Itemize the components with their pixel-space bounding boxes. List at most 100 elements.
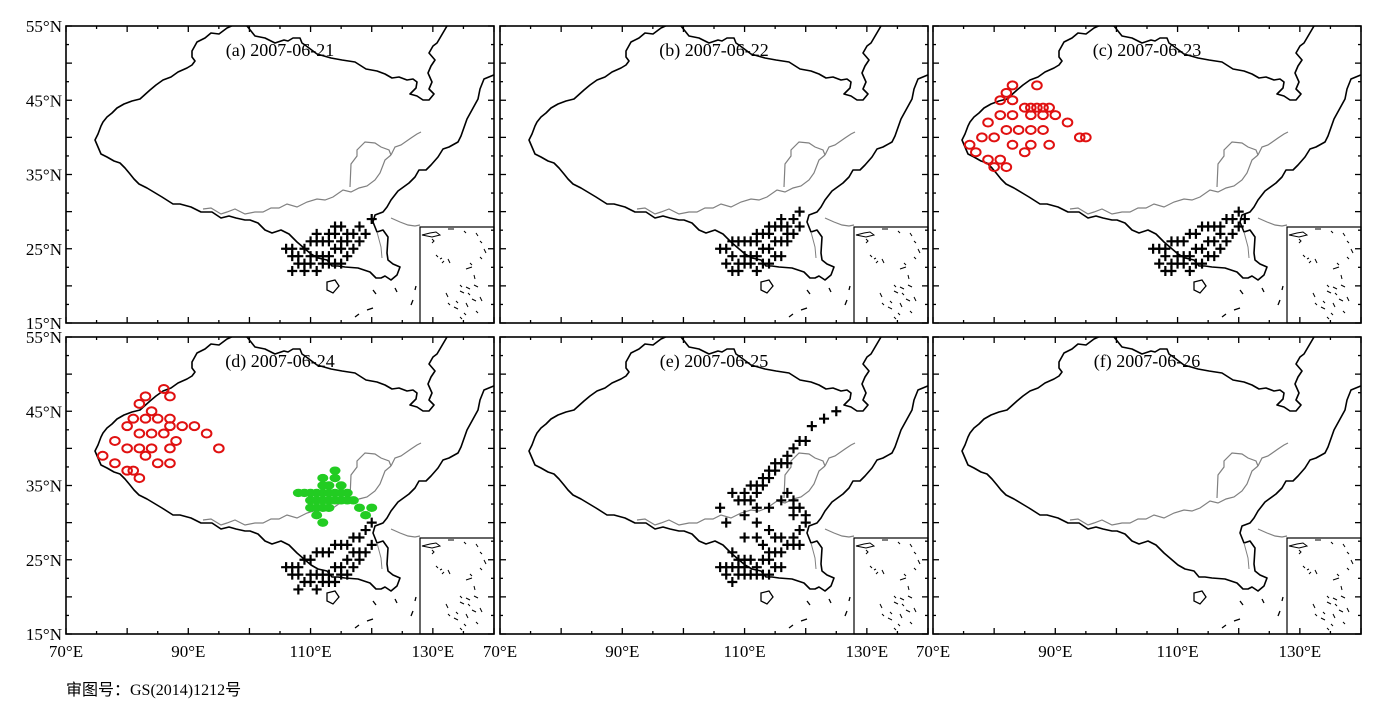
plus-marker [745, 554, 756, 565]
panel-title: (a) 2007-06-21 [226, 40, 334, 61]
plus-marker [764, 228, 775, 239]
plus-marker [806, 421, 817, 432]
dot-marker [317, 473, 329, 483]
plus-marker [721, 243, 732, 254]
plus-marker [1166, 266, 1177, 277]
south-china-sea-inset [1286, 226, 1362, 324]
circle-marker [158, 428, 170, 439]
lon-tick-label: 70°E [49, 642, 83, 661]
map-approval-note: 审图号：GS(2014)1212号 [66, 682, 242, 699]
plus-marker [1154, 258, 1165, 269]
plus-marker [819, 413, 830, 424]
circle-marker [970, 147, 982, 158]
circle-marker [982, 154, 994, 165]
plus-marker [745, 258, 756, 269]
plus-marker [1184, 266, 1195, 277]
circle-marker [164, 421, 176, 432]
panel-title: (e) 2007-06-25 [660, 351, 768, 372]
circle-marker [1006, 95, 1019, 106]
plus-series [715, 206, 805, 277]
panel-d: (d) 2007-06-24 [65, 336, 495, 635]
plus-marker [776, 562, 787, 573]
plus-marker [727, 487, 738, 498]
plus-marker [354, 554, 365, 565]
lat-tick-label: 55°N [26, 328, 62, 347]
plus-marker [776, 251, 787, 262]
plus-marker [739, 510, 750, 521]
plus-series [281, 214, 377, 277]
circle-marker [1043, 102, 1055, 113]
plus-marker [342, 236, 353, 247]
plus-marker [1233, 206, 1244, 217]
plus-marker [1227, 214, 1238, 225]
circle-marker [994, 110, 1007, 121]
dot-marker [335, 481, 347, 490]
panel-b: (b) 2007-06-22 [499, 25, 929, 324]
circle-marker [213, 443, 225, 454]
plus-marker [727, 577, 738, 588]
plus-marker [299, 266, 310, 277]
circle-marker [1000, 124, 1013, 135]
panel-title: (c) 2007-06-23 [1093, 40, 1201, 61]
tick-marks [65, 336, 495, 635]
plus-marker [745, 495, 756, 506]
lat-tick-label: 45°N [26, 402, 62, 421]
plus-marker [342, 554, 353, 565]
plus-marker [1209, 236, 1220, 247]
circle-marker [109, 435, 121, 446]
plus-marker [1221, 236, 1232, 247]
dot-marker [341, 488, 353, 498]
plus-marker [1178, 236, 1189, 247]
plus-marker [366, 517, 377, 528]
tick-marks [499, 336, 929, 635]
plus-marker [721, 258, 732, 269]
plus-marker [305, 258, 316, 269]
tick-marks [499, 25, 929, 324]
circle-marker [164, 443, 176, 454]
dot-marker [317, 481, 329, 490]
plus-marker [739, 532, 750, 543]
plus-marker [354, 221, 365, 232]
lon-tick-label: 130°E [1279, 642, 1322, 661]
circle-marker [133, 473, 146, 484]
plus-marker [1227, 228, 1238, 239]
dot-marker [323, 503, 335, 512]
plus-marker [764, 554, 775, 565]
plus-marker [794, 221, 805, 232]
circle-marker [121, 465, 133, 476]
plus-marker [751, 251, 762, 262]
circle-marker [982, 117, 994, 128]
circle-marker [127, 465, 140, 476]
circle-marker [164, 391, 176, 402]
lon-tick-label: 70°E [916, 642, 950, 661]
plus-marker [764, 569, 775, 580]
dot-series [292, 466, 378, 527]
circle-marker [139, 413, 152, 424]
lon-tick-label: 110°E [724, 642, 766, 661]
china-map [528, 337, 928, 634]
south-china-sea-inset [419, 226, 495, 324]
circle-marker [133, 398, 146, 409]
plus-marker [323, 547, 334, 558]
circle-marker [976, 132, 988, 143]
tick-marks [65, 25, 495, 324]
plus-marker [757, 480, 768, 491]
plus-marker [1178, 258, 1189, 269]
lat-tick-label: 55°N [26, 17, 62, 36]
plus-marker [348, 562, 359, 573]
circle-marker [158, 383, 170, 394]
circle-marker [1012, 124, 1025, 135]
circle-marker [145, 406, 158, 417]
circle-marker [96, 450, 109, 461]
plus-marker [788, 214, 799, 225]
plus-marker [1233, 221, 1244, 232]
circle-marker [133, 428, 146, 439]
circle-marker [1031, 80, 1043, 91]
plus-marker [727, 547, 738, 558]
plus-marker [336, 258, 347, 269]
south-china-sea-inset [1286, 537, 1362, 635]
lat-tick-label: 35°N [26, 477, 62, 496]
plus-marker [782, 458, 793, 469]
circle-marker [1043, 139, 1055, 150]
circle-marker [988, 132, 1000, 143]
